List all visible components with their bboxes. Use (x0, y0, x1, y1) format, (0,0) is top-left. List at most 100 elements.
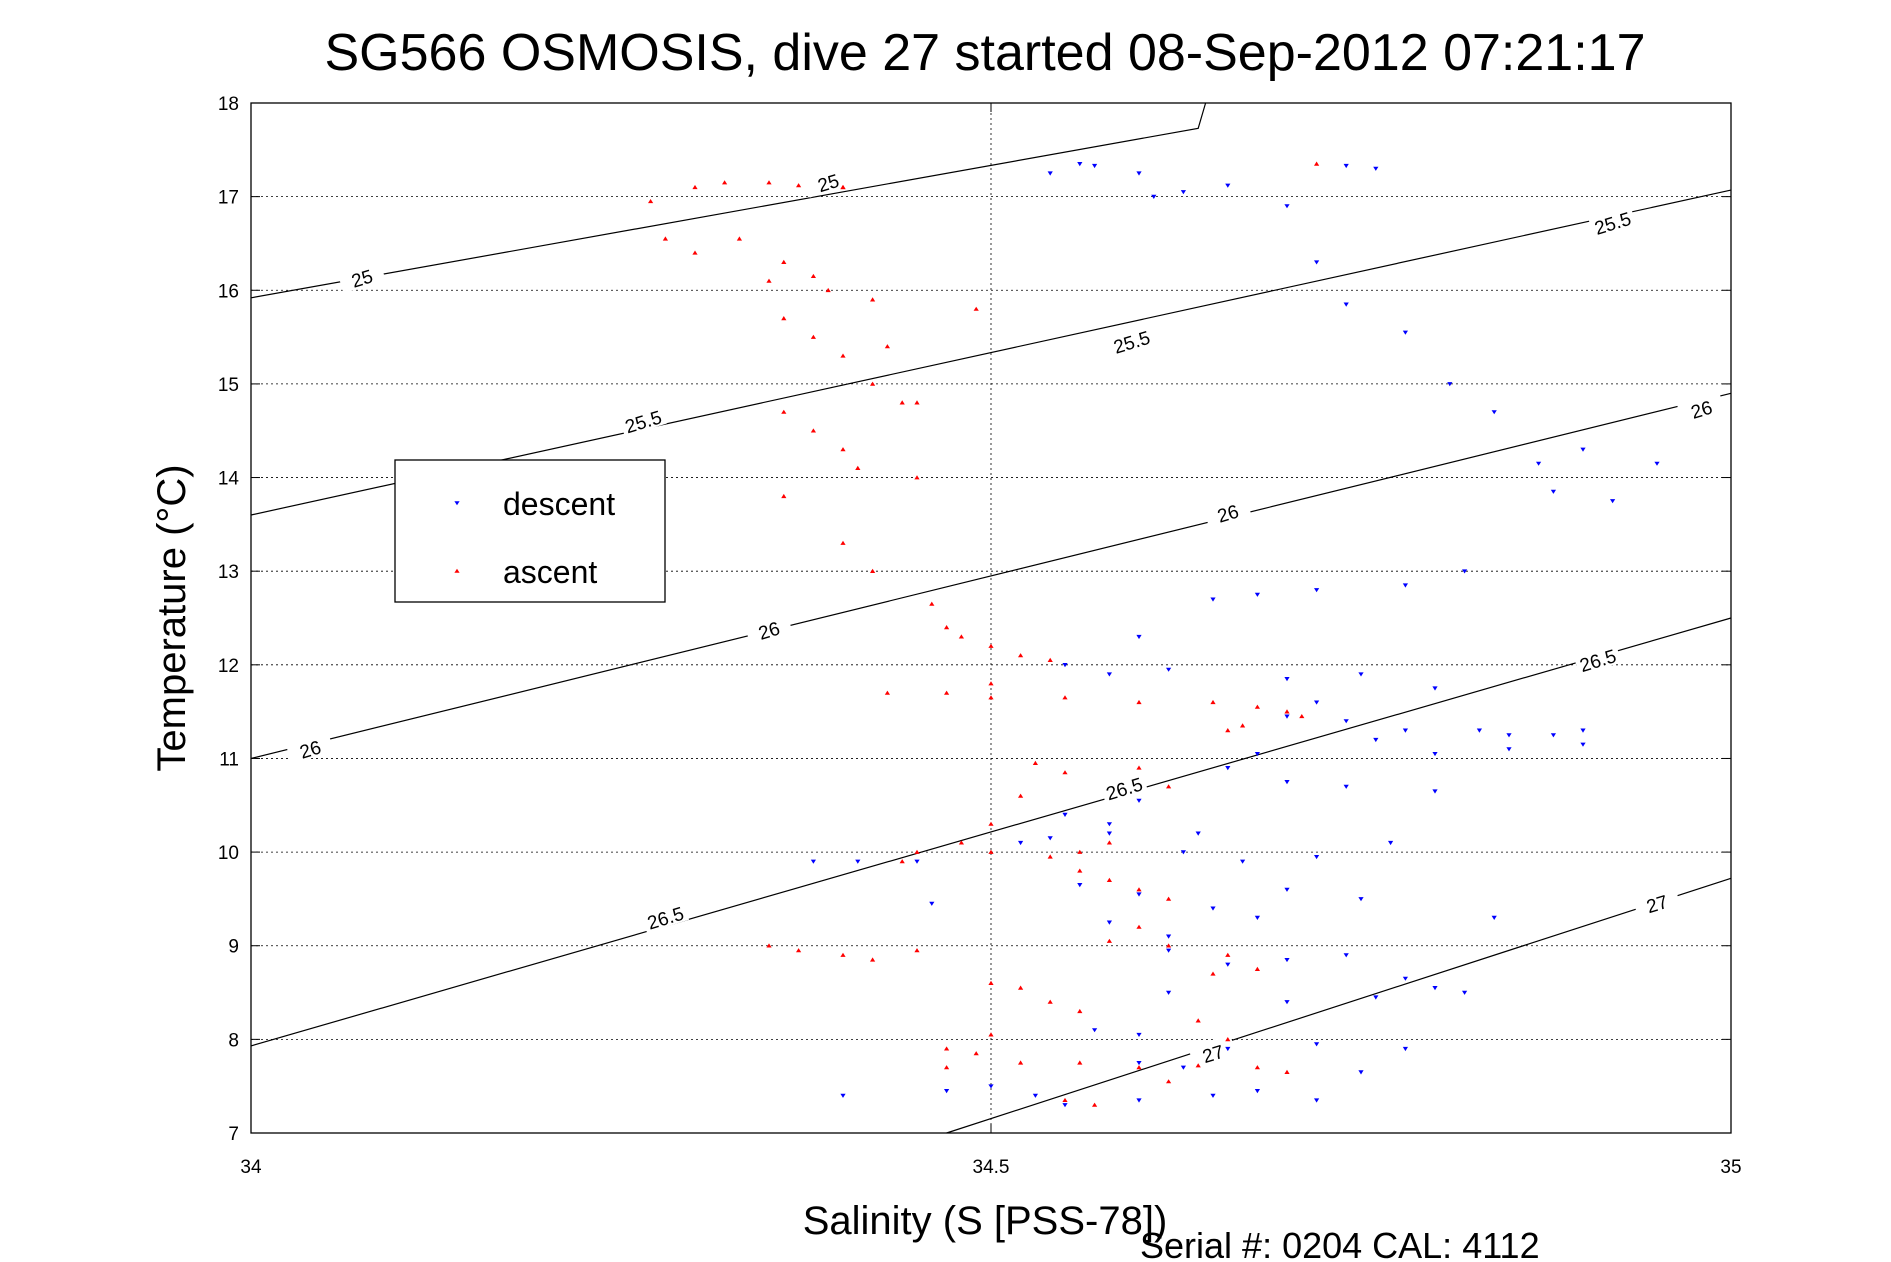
descent-point (1210, 906, 1216, 911)
descent-point (1077, 883, 1083, 888)
descent-point (1136, 1098, 1142, 1103)
descent-point (1314, 1042, 1320, 1047)
descent-point (1610, 499, 1616, 504)
descent-point (1343, 784, 1349, 789)
descent-point (1506, 747, 1512, 752)
descent-point (1106, 831, 1112, 836)
descent-point (1314, 260, 1320, 265)
descent-point (1180, 850, 1186, 855)
descent-point (1432, 752, 1438, 757)
contour-label-background (1632, 884, 1681, 919)
ascent-point (840, 184, 846, 190)
descent-point (1373, 995, 1379, 1000)
contour-line-25 (250, 102, 1207, 299)
legend-marker-descent (454, 501, 460, 506)
descent-point (1580, 742, 1586, 747)
descent-point (1062, 812, 1068, 817)
ascent-point (1166, 1079, 1172, 1084)
ascent-point (1254, 1065, 1260, 1070)
ascent-point (914, 400, 920, 405)
x-tick-label: 34 (240, 1157, 262, 1178)
descent-point (1284, 780, 1290, 785)
descent-point (1476, 728, 1482, 733)
ascent-point (1166, 784, 1172, 789)
ascent-point (988, 681, 994, 686)
ascent-point (1225, 1037, 1231, 1042)
ascent-point (1136, 1065, 1142, 1070)
ascent-point (870, 381, 876, 386)
ascent-point (810, 428, 816, 433)
y-tick-label: 14 (218, 469, 240, 490)
descent-point (1358, 672, 1364, 677)
ascent-point (1018, 1060, 1024, 1065)
descent-point (1462, 990, 1468, 995)
contour-label-background (1202, 494, 1252, 529)
ascent-point (796, 183, 802, 188)
ascent-point (1018, 793, 1024, 798)
ascent-point (1210, 971, 1216, 976)
ascent-point (855, 465, 861, 470)
ascent-point (648, 199, 654, 204)
descent-point (1106, 672, 1112, 677)
ascent-point (781, 259, 787, 264)
descent-point (1254, 592, 1260, 597)
descent-point (1314, 855, 1320, 860)
descent-point (1254, 915, 1260, 920)
ascent-point (1254, 704, 1260, 709)
ascent-point (914, 475, 920, 480)
ascent-point (1062, 770, 1068, 775)
descent-point (1314, 700, 1320, 705)
legend: descent ascent (394, 459, 666, 603)
descent-point (1284, 204, 1290, 209)
descent-point (1447, 382, 1453, 387)
ascent-point (973, 306, 979, 311)
descent-point (1402, 330, 1408, 335)
ascent-point (1047, 999, 1053, 1004)
descent-point (1136, 798, 1142, 803)
contour-label-background (1106, 322, 1156, 357)
contour-line-26-5 (250, 617, 1732, 1047)
y-tick-label: 15 (218, 375, 239, 396)
descent-point (1077, 162, 1083, 167)
ascent-point (1077, 849, 1083, 854)
contour-line-26 (250, 392, 1732, 760)
descent-point (1580, 447, 1586, 452)
descent-point (1432, 686, 1438, 691)
y-tick-label: 8 (228, 1030, 239, 1051)
descent-point (1284, 1000, 1290, 1005)
ascent-point (1092, 1102, 1098, 1107)
descent-point (1343, 302, 1349, 307)
y-tick-label: 11 (219, 749, 239, 770)
contour-label-background (1587, 203, 1637, 238)
descent-point (1550, 733, 1556, 738)
contour-label-background (744, 611, 793, 646)
ascent-point (1136, 887, 1142, 892)
contour-label-background (803, 163, 852, 198)
descent-point (1343, 163, 1349, 169)
contour-label-background (1099, 769, 1148, 804)
descent-point (1225, 183, 1231, 188)
descent-point (1240, 859, 1246, 864)
descent-point (1284, 958, 1290, 963)
ascent-point (766, 180, 772, 185)
ascent-point (1195, 1063, 1201, 1068)
descent-point (1284, 887, 1290, 892)
legend-markers (454, 501, 460, 573)
descent-point (1402, 728, 1408, 733)
ascent-point (692, 250, 698, 255)
contour-label-background (1188, 1034, 1237, 1069)
y-tick-label: 7 (228, 1124, 239, 1145)
descent-point (1136, 171, 1142, 176)
descent-point (1210, 597, 1216, 602)
ascent-point (1299, 714, 1305, 719)
ascent-point (929, 601, 935, 606)
ascent-point (796, 948, 802, 953)
ascent-point (1106, 840, 1112, 845)
ascent-point (1136, 699, 1142, 705)
descent-point (1166, 667, 1172, 672)
ascent-point (766, 943, 772, 948)
ascent-point (870, 957, 876, 962)
descent-point (1536, 461, 1542, 466)
